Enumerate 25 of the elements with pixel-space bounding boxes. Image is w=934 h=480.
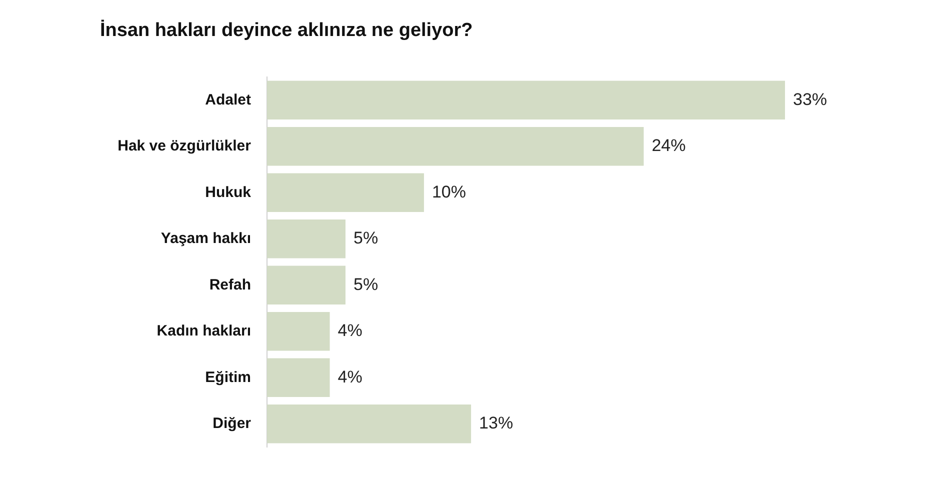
data-label: 13% <box>479 414 514 433</box>
y-tick-label: Refah <box>209 276 251 294</box>
bar <box>267 404 472 444</box>
bar <box>267 173 424 212</box>
y-tick-label: Hak ve özgürlükler <box>118 138 252 155</box>
chart-title: İnsan hakları deyince aklınıza ne geliyor? <box>99 18 474 43</box>
bar <box>267 358 330 398</box>
bar <box>267 80 785 120</box>
data-label: 33% <box>793 90 828 109</box>
y-tick-label: Diğer <box>212 415 252 432</box>
y-tick-label: Hukuk <box>205 184 252 201</box>
y-tick-label: Yaşam hakkı <box>160 230 251 248</box>
bar <box>267 266 346 305</box>
data-label: 10% <box>432 182 466 202</box>
data-label: 5% <box>353 274 378 294</box>
y-tick-label: Eğitim <box>205 368 251 386</box>
data-label: 4% <box>338 321 362 340</box>
y-tick-label: Adalet <box>205 91 252 108</box>
data-label: 4% <box>338 367 362 386</box>
bar <box>267 219 346 258</box>
bar <box>267 312 330 351</box>
data-label: 24% <box>652 136 686 156</box>
data-label: 5% <box>353 228 378 248</box>
bar <box>267 126 644 166</box>
y-tick-label: Kadın hakları <box>156 322 251 340</box>
